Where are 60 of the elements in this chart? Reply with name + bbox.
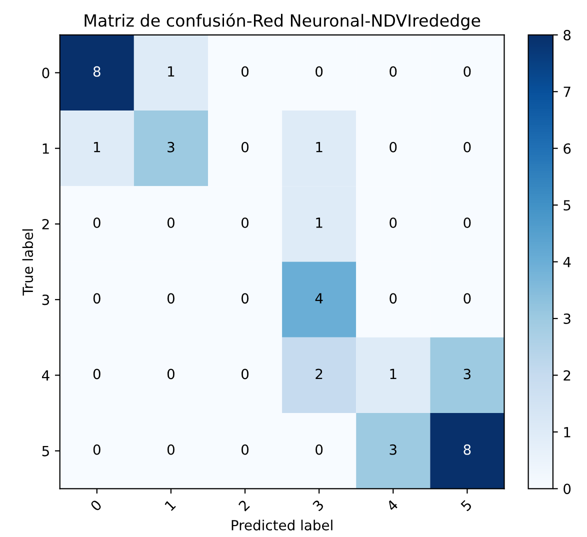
- data-label: 0: [464, 66, 471, 77]
- y-tick-label: 0: [42, 68, 50, 78]
- data-label: 0: [93, 218, 100, 228]
- x-tick-label: 0: [90, 499, 102, 512]
- data-label: 0: [242, 444, 249, 455]
- data-label: 0: [390, 218, 397, 228]
- data-label: 3: [390, 444, 396, 455]
- data-label: 1: [316, 142, 322, 152]
- data-label: 0: [464, 218, 471, 228]
- data-label: 8: [464, 444, 471, 455]
- data-label: 0: [242, 368, 249, 380]
- y-tick-label: 4: [42, 370, 50, 381]
- x-tick-label: 2: [238, 500, 250, 512]
- data-label: 1: [94, 142, 100, 152]
- data-label: 0: [242, 293, 249, 304]
- color-bar-label: 4: [563, 256, 571, 268]
- data-label: 0: [167, 444, 174, 455]
- data-label: 0: [93, 368, 100, 380]
- x-tick-label: 1: [164, 500, 176, 512]
- data-label: 4: [315, 293, 323, 304]
- y-tick-label: 2: [42, 218, 49, 230]
- y-axis-title: True label: [22, 229, 34, 296]
- x-axis-title: Predicted label: [232, 520, 332, 530]
- data-label: 1: [316, 218, 322, 228]
- color-bar-label: 6: [564, 143, 571, 154]
- y-tick-label: 1: [42, 143, 49, 154]
- data-label: 0: [167, 218, 174, 228]
- data-label: 0: [316, 444, 323, 455]
- data-label: 0: [93, 293, 100, 304]
- data-label: 0: [316, 66, 323, 77]
- color-bar-label: 0: [564, 484, 571, 494]
- color-bar-label: 5: [564, 200, 570, 211]
- data-label: 0: [242, 142, 249, 152]
- y-tick-label: 5: [42, 446, 49, 456]
- color-bar-label: 8: [564, 30, 571, 40]
- data-label: 1: [390, 368, 396, 380]
- color-bar-label: 3: [564, 313, 570, 324]
- data-label: 0: [390, 66, 397, 77]
- data-label: 3: [168, 142, 174, 152]
- data-label: 0: [464, 293, 471, 304]
- x-tick-label: 4: [386, 499, 398, 512]
- data-label: 0: [167, 293, 174, 304]
- data-label: 0: [93, 444, 100, 455]
- data-label: 0: [167, 368, 174, 380]
- data-label: 0: [390, 142, 397, 152]
- x-tick-label: 3: [312, 499, 324, 512]
- data-label: 3: [464, 368, 471, 380]
- data-label: 1: [168, 66, 174, 77]
- data-label: 0: [242, 66, 249, 77]
- y-tick-label: 3: [42, 294, 50, 306]
- chart-title: Matriz de confusión-Red Neuronal-NDVIrededge: [84, 13, 480, 30]
- data-label: 0: [390, 293, 397, 304]
- data-label: 0: [464, 142, 471, 152]
- data-label: 0: [242, 218, 249, 228]
- color-bar-label: 1: [564, 427, 570, 438]
- color-bar-label: 7: [564, 86, 570, 97]
- x-tick-label: 5: [460, 500, 472, 512]
- data-label: 8: [93, 66, 100, 77]
- data-label: 2: [316, 368, 322, 380]
- color-bar-label: 2: [564, 370, 570, 381]
